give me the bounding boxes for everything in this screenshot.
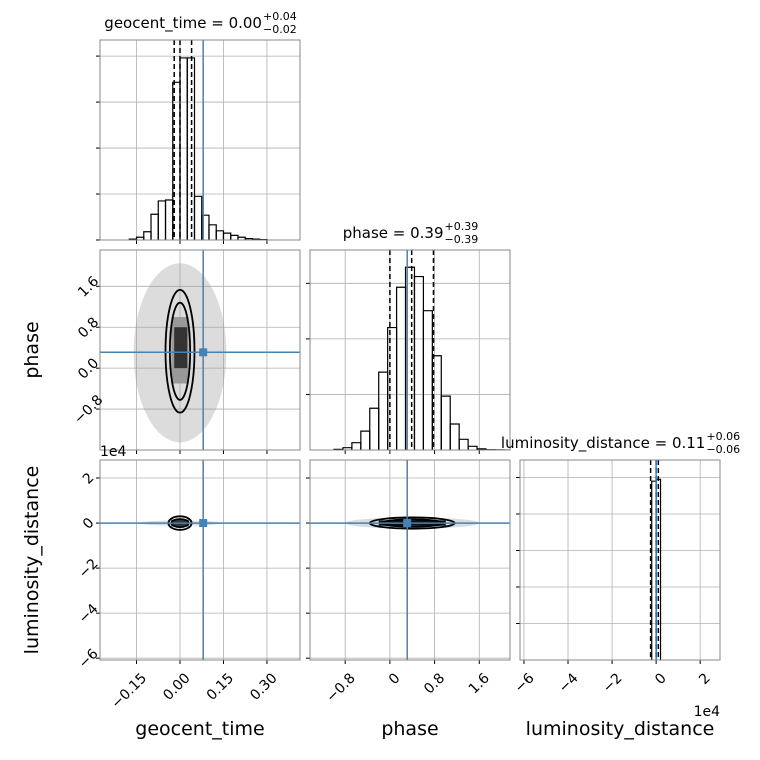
x-axis-label: luminosity_distance [526,718,715,740]
y-tick-label: 2 [80,470,98,488]
hist-bin [458,438,469,450]
y-axis-label: phase [21,321,43,378]
y-tick-label: 1.6 [75,273,102,300]
title-sub: −0.39 [445,233,479,246]
hist-bin [351,442,362,450]
y-tick-label: −2 [76,556,102,582]
y-tick-label: −0.8 [71,392,106,427]
x-tick-label: 0 [386,670,404,688]
hist-panel [520,460,720,660]
y-tick-label: 0.8 [75,314,102,341]
x-tick-label: −6 [512,670,538,696]
hist-bin [143,231,152,240]
panel-title: luminosity_distance = 0.11 [501,434,705,453]
x-tick-label: −0.8 [323,670,358,705]
x-tick-label: 0.30 [247,670,280,703]
offset-label: 1e4 [694,704,721,720]
pair-panel [310,460,510,660]
y-tick-label: 0.0 [75,355,102,382]
title-sup: +0.06 [706,430,740,443]
x-tick-label: −4 [556,670,582,696]
hist-bin [440,395,451,450]
x-axis-label: geocent_time [135,718,264,740]
hist-bin [422,310,433,450]
hist-panel [100,40,300,240]
hist-bin [230,234,239,240]
hist-bin [208,224,217,240]
x-tick-label: 2 [696,670,714,688]
contour [164,288,196,414]
truth-marker [199,348,208,357]
panel-frame [519,459,721,661]
hist-bin [179,57,188,240]
panel-title: phase = 0.39 [343,224,444,242]
x-tick-label: 0.15 [204,670,237,703]
hist-panel [310,250,510,450]
hist-bin [360,430,371,450]
panel-frame [99,39,301,241]
hist-bin [157,200,167,240]
hist-bin [369,407,380,450]
title-sub: −0.06 [706,443,740,456]
hist-bin [449,423,460,450]
x-tick-label: 0.00 [160,670,193,703]
x-tick-label: 0 [652,670,670,688]
density-cell [174,327,188,369]
title-sup: +0.04 [263,10,297,23]
x-tick-label: −2 [600,670,626,696]
x-tick-label: 0.8 [421,670,448,697]
x-tick-label: −0.15 [108,670,150,712]
panel-frame [309,249,511,451]
offset-label: 1e4 [100,444,127,460]
hist-bin [222,232,232,240]
hist-bin [467,445,478,450]
hist-bin [164,199,174,240]
panel-frame [309,459,511,661]
hist-bin [387,326,398,450]
hist-bin [193,195,203,240]
title-sub: −0.02 [263,23,297,36]
y-tick-label: −4 [76,601,102,627]
hist-bin [378,371,389,450]
truth-marker [199,519,208,528]
pair-panel [100,250,300,450]
panel-frame [99,249,301,451]
y-tick-label: 0 [80,515,98,533]
panel-frame [99,459,301,661]
y-axis-label: luminosity_distance [21,466,43,655]
x-tick-label: 1.6 [466,670,493,697]
y-tick-label: −6 [76,646,102,672]
hist-bin [215,230,225,240]
title-sup: +0.39 [445,220,479,233]
hist-bin [395,286,407,450]
x-axis-label: phase [381,718,438,740]
panel-title: geocent_time = 0.00 [104,14,262,33]
hist-bin [413,275,425,450]
truth-marker [403,519,412,528]
pair-panel [100,460,300,660]
contour [168,301,192,401]
hist-bin [150,213,159,240]
